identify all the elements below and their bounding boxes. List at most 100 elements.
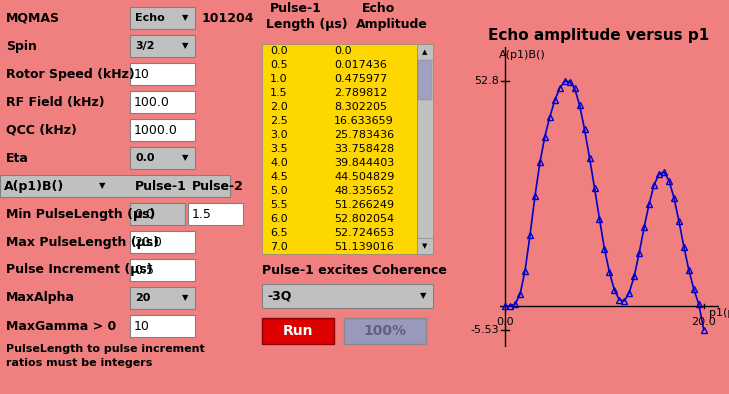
- Text: MaxAlpha: MaxAlpha: [6, 292, 75, 305]
- Text: 52.724653: 52.724653: [334, 228, 394, 238]
- Bar: [130, 91, 195, 113]
- Text: 4.0: 4.0: [270, 158, 288, 168]
- Text: Length (μs): Length (μs): [266, 17, 348, 30]
- Text: Max PulseLength (μs): Max PulseLength (μs): [6, 236, 159, 249]
- Text: 6.5: 6.5: [270, 228, 288, 238]
- Text: QCC (kHz): QCC (kHz): [6, 123, 77, 136]
- Text: 0.0: 0.0: [496, 317, 514, 327]
- Text: 52.8: 52.8: [475, 76, 499, 86]
- Text: RF Field (kHz): RF Field (kHz): [6, 95, 105, 108]
- Text: 7.0: 7.0: [270, 242, 288, 252]
- Text: ▼: ▼: [182, 294, 188, 303]
- Text: 10: 10: [134, 67, 150, 80]
- Bar: [188, 203, 243, 225]
- Text: Pulse-1 excites Coherence: Pulse-1 excites Coherence: [262, 264, 447, 277]
- Text: 1.5: 1.5: [270, 88, 288, 98]
- Text: 5.5: 5.5: [270, 200, 288, 210]
- Text: 3.0: 3.0: [270, 130, 288, 140]
- Text: 0.475977: 0.475977: [334, 74, 387, 84]
- Text: 0.0: 0.0: [135, 153, 155, 163]
- Text: 20.0: 20.0: [134, 236, 162, 249]
- Text: 5.0: 5.0: [270, 186, 288, 196]
- Bar: [130, 119, 195, 141]
- Text: MaxGamma > 0: MaxGamma > 0: [6, 320, 116, 333]
- Text: 101204: 101204: [202, 11, 254, 24]
- Text: -3Q: -3Q: [267, 290, 292, 303]
- Bar: [130, 203, 185, 225]
- Text: 0.0: 0.0: [134, 208, 154, 221]
- Text: 20.0: 20.0: [691, 317, 716, 327]
- Text: MQMAS: MQMAS: [6, 11, 60, 24]
- Text: 39.844403: 39.844403: [334, 158, 394, 168]
- Text: Pulse-1: Pulse-1: [135, 180, 187, 193]
- Text: 0.5: 0.5: [270, 60, 288, 70]
- Text: 1.5: 1.5: [192, 208, 212, 221]
- Text: 100.0: 100.0: [134, 95, 170, 108]
- Text: Amplitude: Amplitude: [356, 17, 428, 30]
- Text: 25.783436: 25.783436: [334, 130, 394, 140]
- Text: 8.302205: 8.302205: [334, 102, 387, 112]
- Text: Min PulseLength (μs): Min PulseLength (μs): [6, 208, 155, 221]
- Text: 1.0: 1.0: [270, 74, 288, 84]
- Text: 0.0: 0.0: [334, 46, 351, 56]
- Text: Eta: Eta: [6, 152, 29, 165]
- Text: 16.633659: 16.633659: [334, 116, 394, 126]
- Text: 3/2: 3/2: [135, 41, 155, 51]
- Text: ▼: ▼: [182, 13, 188, 22]
- Bar: [130, 287, 195, 309]
- Text: 20: 20: [135, 293, 150, 303]
- Bar: [262, 318, 334, 344]
- Text: ▼: ▼: [420, 292, 426, 301]
- Text: 2.5: 2.5: [270, 116, 288, 126]
- Bar: [417, 44, 433, 60]
- Text: 0.0: 0.0: [270, 46, 288, 56]
- Text: 6.0: 6.0: [270, 214, 288, 224]
- Text: Echo: Echo: [362, 2, 395, 15]
- Text: 52.802054: 52.802054: [334, 214, 394, 224]
- Text: ▼: ▼: [422, 243, 428, 249]
- Text: 2.789812: 2.789812: [334, 88, 387, 98]
- Bar: [130, 63, 195, 85]
- Text: 51.266249: 51.266249: [334, 200, 394, 210]
- Text: 4.5: 4.5: [270, 172, 288, 182]
- Text: p1(μs): p1(μs): [709, 308, 729, 318]
- Text: A(p1)B(): A(p1)B(): [4, 180, 64, 193]
- Bar: [130, 315, 195, 337]
- Text: ratios must be integers: ratios must be integers: [6, 358, 152, 368]
- Text: -5.53: -5.53: [471, 325, 499, 335]
- Text: 33.758428: 33.758428: [334, 144, 394, 154]
- Bar: [130, 147, 195, 169]
- Text: PulseLength to pulse increment: PulseLength to pulse increment: [6, 344, 205, 354]
- Bar: [262, 284, 433, 308]
- Text: 1000.0: 1000.0: [134, 123, 178, 136]
- Bar: [344, 318, 426, 344]
- Text: Echo amplitude versus p1: Echo amplitude versus p1: [488, 28, 709, 43]
- Bar: [262, 44, 417, 254]
- Text: 44.504829: 44.504829: [334, 172, 394, 182]
- Text: Run: Run: [283, 324, 313, 338]
- Text: 48.335652: 48.335652: [334, 186, 394, 196]
- Text: 3.5: 3.5: [270, 144, 288, 154]
- Text: ▲: ▲: [422, 49, 428, 55]
- Bar: [0, 175, 230, 197]
- Text: ▼: ▼: [182, 41, 188, 50]
- Text: 0.5: 0.5: [134, 264, 154, 277]
- Text: ▼: ▼: [182, 154, 188, 162]
- Text: A(p1)B(): A(p1)B(): [499, 50, 546, 60]
- Bar: [130, 231, 195, 253]
- Bar: [417, 238, 433, 254]
- Text: Rotor Speed (kHz): Rotor Speed (kHz): [6, 67, 135, 80]
- Bar: [130, 259, 195, 281]
- Text: 2.0: 2.0: [270, 102, 288, 112]
- Text: Pulse Increment (μs): Pulse Increment (μs): [6, 264, 152, 277]
- Text: Pulse-2: Pulse-2: [192, 180, 244, 193]
- Text: 10: 10: [134, 320, 150, 333]
- Text: 0.017436: 0.017436: [334, 60, 387, 70]
- Bar: [130, 7, 195, 29]
- Text: ▼: ▼: [98, 182, 105, 191]
- Text: Spin: Spin: [6, 39, 37, 52]
- Text: 100%: 100%: [364, 324, 407, 338]
- Bar: [418, 60, 432, 100]
- Text: Echo: Echo: [135, 13, 165, 23]
- Bar: [417, 44, 433, 254]
